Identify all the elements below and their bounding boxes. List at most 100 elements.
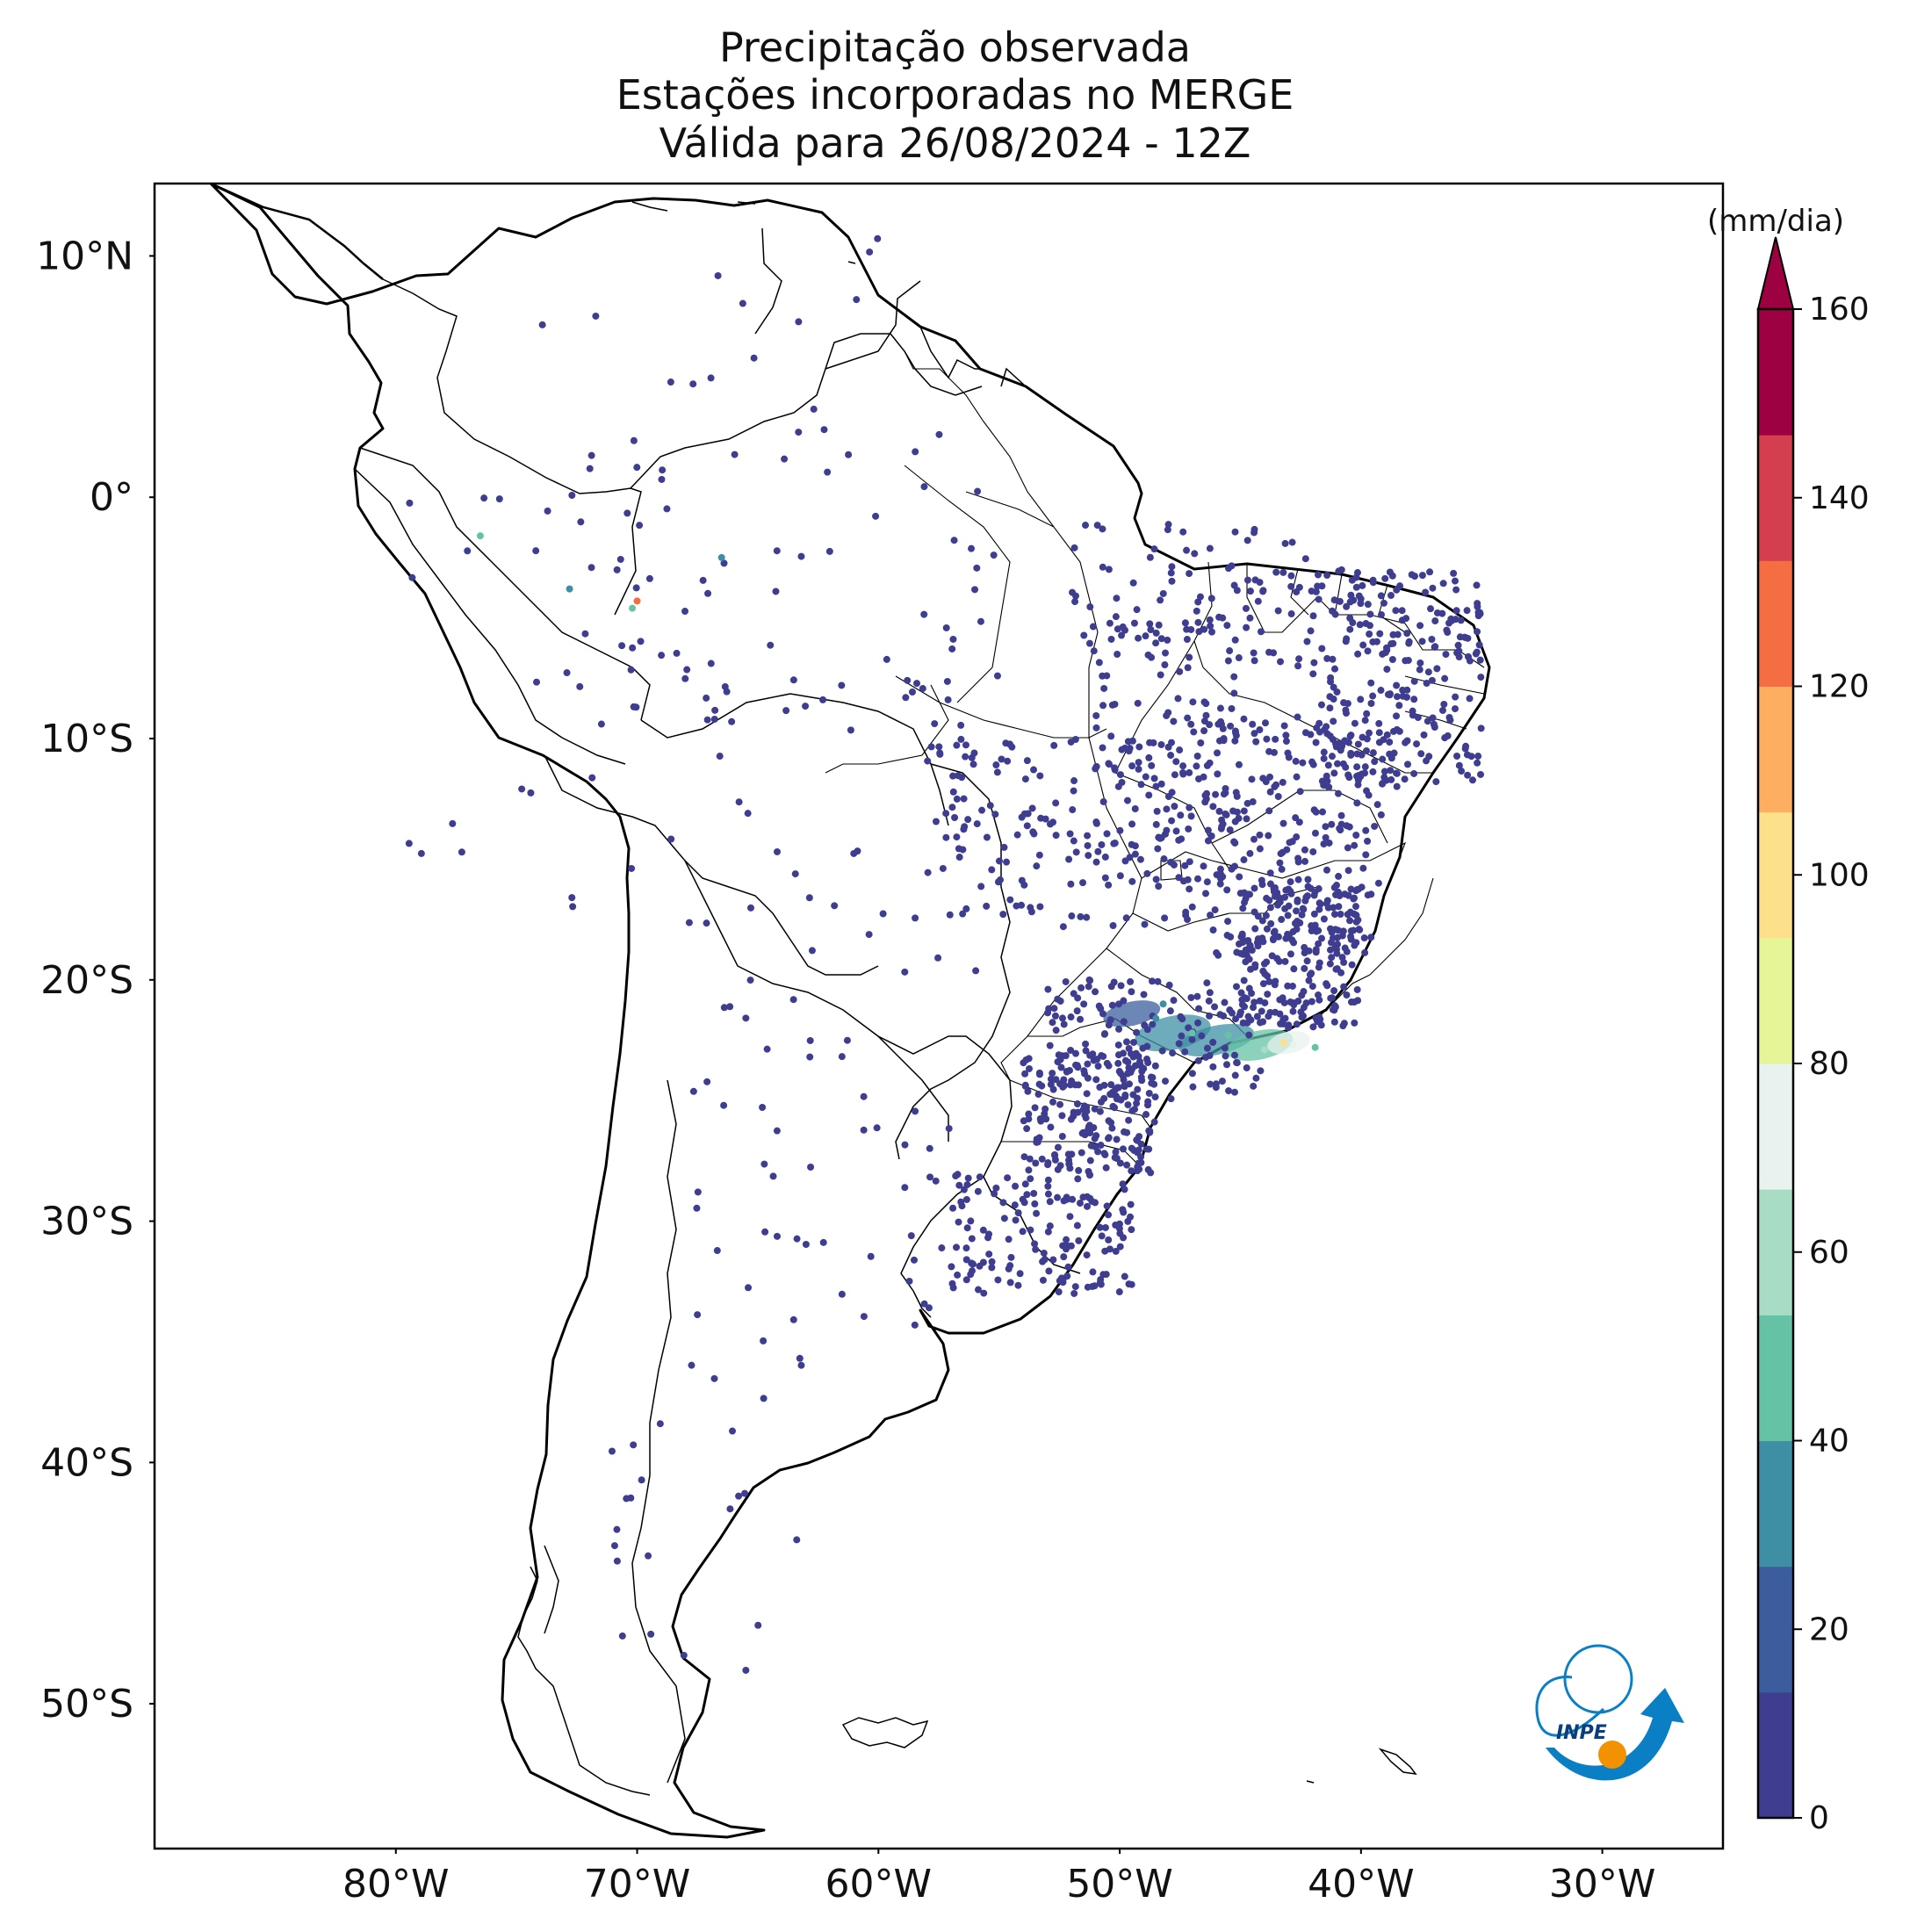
station-dot (1030, 766, 1038, 774)
station-dot (1337, 969, 1345, 977)
station-dot (1016, 1270, 1024, 1278)
colorbar-tick-label: 140 (1809, 480, 1870, 516)
station-dot (1111, 1104, 1119, 1112)
station-dot (1183, 636, 1191, 644)
station-dot (959, 910, 967, 918)
station-dot (983, 902, 991, 910)
station-dot (1056, 1100, 1064, 1108)
station-dot (1274, 933, 1282, 941)
lat-tick-label: 30°S (40, 1200, 133, 1244)
station-dot (707, 374, 715, 382)
station-dot (1474, 753, 1482, 761)
station-dot (1147, 1169, 1155, 1177)
station-dot (1063, 1195, 1071, 1203)
station-dot (638, 1476, 645, 1484)
station-dot (1267, 919, 1275, 927)
station-dot (1148, 761, 1156, 769)
station-dot (1309, 670, 1317, 678)
station-dot (1065, 855, 1073, 863)
lat-tick-label: 10°S (40, 717, 133, 761)
station-dot (1113, 595, 1121, 602)
station-dot (597, 720, 605, 728)
station-dot (1371, 758, 1379, 766)
station-dot (936, 750, 944, 758)
station-dot (1284, 749, 1292, 757)
station-dot (1054, 1193, 1062, 1201)
station-dot (1200, 727, 1208, 735)
station-dot (1041, 1256, 1049, 1264)
station-dot (1127, 1200, 1135, 1208)
station-dot (1388, 655, 1396, 663)
station-dot (1299, 759, 1307, 767)
station-dot (704, 589, 712, 597)
station-dot (1444, 732, 1452, 739)
station-dot (1319, 808, 1327, 816)
station-dot (1193, 753, 1201, 761)
station-dot (935, 743, 943, 751)
station-dot (1079, 879, 1087, 887)
station-dot (802, 703, 810, 710)
station-dot (1309, 1023, 1317, 1031)
station-dot (1256, 726, 1264, 734)
station-dot (1379, 755, 1387, 763)
station-dot (1172, 758, 1180, 766)
station-dot (976, 1173, 984, 1181)
station-dot (1189, 698, 1197, 706)
station-dot (1170, 997, 1178, 1005)
station-dot (1215, 613, 1223, 621)
station-dot (1428, 636, 1436, 644)
station-dot (1109, 922, 1117, 930)
station-dot (1071, 1049, 1079, 1057)
station-dot (1118, 778, 1126, 786)
title-line-3: Válida para 26/08/2024 - 12Z (659, 119, 1251, 167)
station-dot (975, 1286, 983, 1294)
station-dot (1369, 692, 1377, 700)
station-dot (939, 864, 947, 872)
station-dot (970, 749, 978, 757)
station-dot (1254, 912, 1262, 920)
station-dot (1209, 803, 1217, 811)
colorbar-tick-label: 100 (1809, 857, 1870, 893)
station-dot (1164, 793, 1172, 801)
station-dot (767, 641, 775, 649)
colorbar-segment (1758, 937, 1793, 1064)
station-dot (1055, 1051, 1063, 1059)
logo-ring (1563, 1644, 1633, 1714)
station-dot (1330, 717, 1337, 725)
station-dot (1258, 881, 1266, 889)
station-dot (1221, 998, 1229, 1006)
station-dot (974, 487, 982, 495)
station-dot (943, 677, 951, 685)
station-dot (1185, 825, 1193, 833)
station-dot (969, 1260, 977, 1268)
station-dot (1464, 771, 1472, 779)
station-dot (1044, 1182, 1052, 1190)
station-dot (793, 1235, 801, 1243)
station-dot (1035, 851, 1043, 859)
station-dot (1347, 749, 1355, 757)
station-dot (1089, 1268, 1097, 1276)
station-dot (1157, 671, 1164, 679)
station-dot (1036, 772, 1044, 780)
station-dot (1020, 881, 1028, 889)
colorbar-tick-label: 160 (1809, 292, 1870, 328)
station-dot (1193, 875, 1201, 883)
station-dot (1452, 607, 1460, 615)
station-dot (1084, 1193, 1092, 1200)
station-dot (926, 1173, 934, 1181)
station-dot (1207, 622, 1214, 630)
station-dot (1222, 789, 1229, 797)
station-dot (1186, 885, 1193, 893)
station-dot (1195, 775, 1203, 782)
station-dot (1108, 1001, 1116, 1009)
station-dot (645, 574, 653, 582)
station-dot (703, 694, 710, 702)
station-dot (978, 806, 986, 814)
station-dot (907, 1232, 915, 1240)
station-dot (1074, 1175, 1082, 1183)
station-dot (723, 688, 731, 696)
station-dot (819, 696, 827, 703)
station-dot (1007, 1253, 1015, 1261)
station-dot (681, 674, 689, 682)
station-dot (1084, 1060, 1092, 1068)
